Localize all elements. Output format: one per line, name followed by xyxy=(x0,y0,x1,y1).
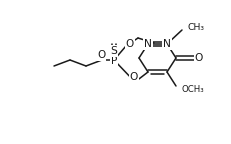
Text: N: N xyxy=(163,39,171,49)
Text: P: P xyxy=(111,56,117,66)
Text: O: O xyxy=(126,39,134,49)
Text: OCH₃: OCH₃ xyxy=(181,86,204,94)
Text: CH₃: CH₃ xyxy=(187,22,204,32)
Text: O: O xyxy=(130,72,138,82)
Text: O: O xyxy=(97,50,105,60)
Text: N: N xyxy=(144,39,152,49)
Text: O: O xyxy=(195,53,203,63)
Text: S: S xyxy=(111,46,117,56)
